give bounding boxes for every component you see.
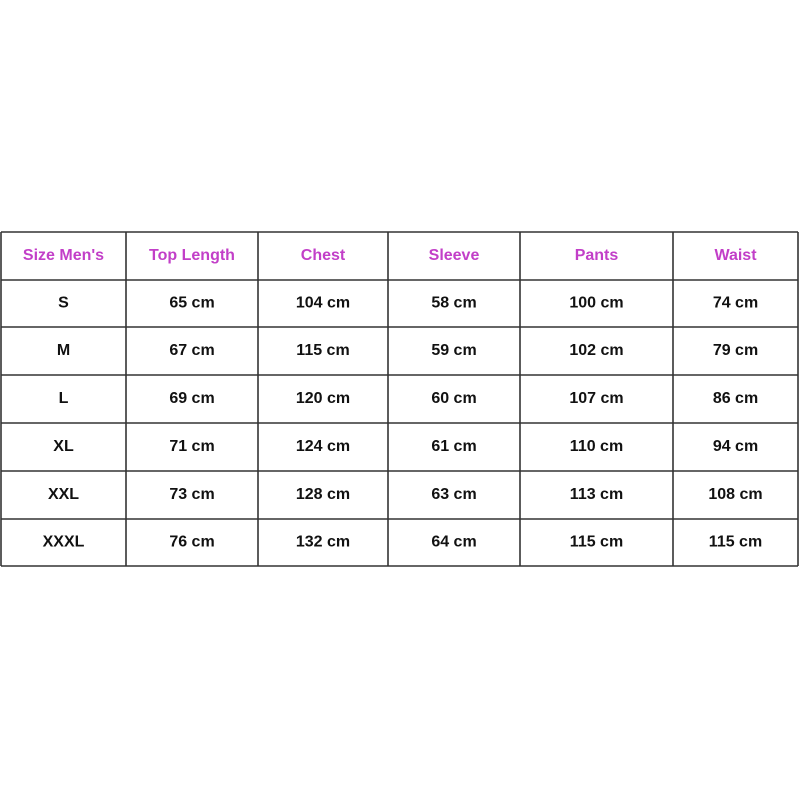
table-cell: 115 cm <box>709 534 762 551</box>
table-cell: 104 cm <box>296 295 350 312</box>
table-cell: 67 cm <box>169 342 214 359</box>
header-cell: Pants <box>575 247 619 264</box>
table-cell: 115 cm <box>570 534 623 551</box>
table-cell: 108 cm <box>708 486 762 503</box>
table-cell: XXXL <box>43 534 85 551</box>
table-cell: 60 cm <box>431 390 476 407</box>
table-cell: 128 cm <box>296 486 350 503</box>
table-cell: 107 cm <box>569 390 623 407</box>
table-cell: 79 cm <box>713 342 758 359</box>
header-cell: Waist <box>714 247 757 264</box>
table-cell: 86 cm <box>713 390 758 407</box>
table-cell: 69 cm <box>169 390 214 407</box>
table-cell: 73 cm <box>169 486 214 503</box>
table-cell: 76 cm <box>169 534 214 551</box>
table-cell: 59 cm <box>431 342 476 359</box>
table-cell: 100 cm <box>569 295 623 312</box>
table-cell: 120 cm <box>296 390 350 407</box>
table-cell: 63 cm <box>431 486 476 503</box>
table-cell: 71 cm <box>169 438 214 455</box>
table-cell: 58 cm <box>431 295 476 312</box>
table-cell: S <box>58 295 69 312</box>
table-cell: XL <box>53 438 74 455</box>
table-cell: XXL <box>48 486 79 503</box>
header-cell: Chest <box>301 247 346 264</box>
table-cell: L <box>59 390 69 407</box>
table-cell: 74 cm <box>713 295 758 312</box>
table-cell: 113 cm <box>570 486 623 503</box>
table-cell: M <box>57 342 70 359</box>
table-cell: 102 cm <box>569 342 623 359</box>
table-cell: 115 cm <box>296 342 349 359</box>
table-cell: 124 cm <box>296 438 350 455</box>
table-cell: 110 cm <box>570 438 623 455</box>
header-cell: Size Men's <box>23 247 104 264</box>
table-cell: 94 cm <box>713 438 758 455</box>
table-cell: 61 cm <box>431 438 476 455</box>
header-cell: Top Length <box>149 247 235 264</box>
header-cell: Sleeve <box>429 247 480 264</box>
table-cell: 64 cm <box>431 534 476 551</box>
table-cell: 65 cm <box>169 295 214 312</box>
table-cell: 132 cm <box>296 534 350 551</box>
